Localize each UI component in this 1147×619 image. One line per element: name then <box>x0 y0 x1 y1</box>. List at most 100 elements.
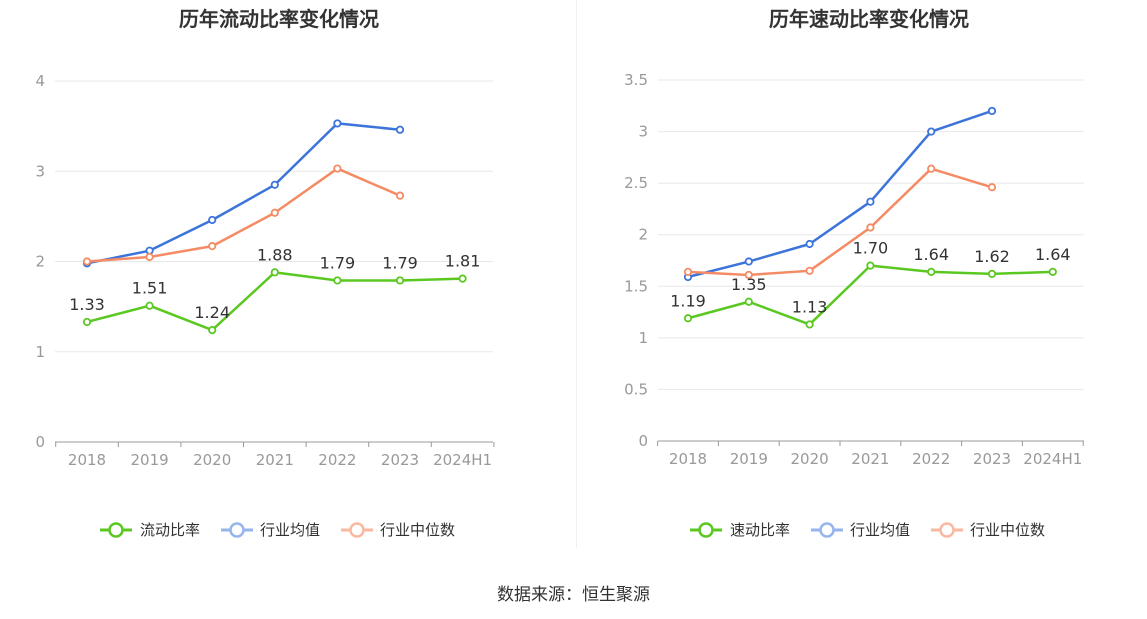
legend-marker-median <box>349 522 365 538</box>
data-point-main <box>1048 267 1057 276</box>
data-point-main <box>744 297 753 306</box>
legend-label-median: 行业中位数 <box>380 521 455 539</box>
y-tick-label: 3 <box>638 123 648 141</box>
x-tick-label: 2024H1 <box>433 451 492 469</box>
current-ratio-chart: 历年流动比率变化情况 0 1 2 3 4 2018 2019 2020 2021 2022 2023 2… <box>35 7 495 539</box>
data-label: 1.79 <box>320 253 356 272</box>
data-point-main <box>145 301 154 310</box>
x-tick-label: 2024H1 <box>1023 450 1082 468</box>
data-point-main <box>927 267 936 276</box>
y-tick-label: 2 <box>35 253 45 271</box>
data-point-avg <box>927 127 936 136</box>
legend-marker-main <box>698 522 714 538</box>
data-point-median <box>270 208 279 217</box>
current-ratio-chart-panel: 历年流动比率变化情况 0 1 2 3 4 2018 2019 2020 2021 2022 2023 2… <box>0 0 573 560</box>
legend-marker-avg <box>229 522 245 538</box>
data-point-avg <box>270 180 279 189</box>
data-point-main <box>333 276 342 285</box>
data-point-avg <box>987 106 997 116</box>
x-tick-label: 2021 <box>256 451 294 469</box>
data-point-avg <box>744 257 753 266</box>
data-point-median <box>744 270 753 280</box>
legend-marker-median <box>939 522 955 538</box>
data-point-main <box>683 314 693 323</box>
data-label: 1.24 <box>194 303 230 322</box>
data-label: 1.13 <box>792 297 828 316</box>
y-tick-label: 3 <box>35 162 45 180</box>
data-label: 1.81 <box>445 252 481 271</box>
legend-label-main: 流动比率 <box>140 521 200 539</box>
data-point-median <box>145 252 154 262</box>
data-label: 1.35 <box>731 275 767 294</box>
data-point-main <box>987 269 997 279</box>
data-label: 1.51 <box>132 279 168 298</box>
data-point-main <box>208 325 217 335</box>
data-label: 1.70 <box>853 239 889 258</box>
series-line-avg <box>687 109 993 279</box>
x-tick-label: 2018 <box>68 451 106 469</box>
data-point-median <box>333 164 342 173</box>
data-point-main <box>458 274 467 283</box>
legend-label-avg: 行业均值 <box>850 521 910 539</box>
data-point-main <box>82 317 92 327</box>
data-point-median <box>208 242 217 251</box>
y-tick-label: 0.5 <box>624 380 648 398</box>
data-label: 1.19 <box>670 291 706 310</box>
y-tick-label: 1 <box>638 329 648 347</box>
data-label: 1.79 <box>382 253 418 272</box>
series-line-median <box>687 167 993 277</box>
series-line-median <box>86 167 401 263</box>
chart-title: 历年速动比率变化情况 <box>769 7 969 31</box>
x-tick-label: 2021 <box>851 450 889 468</box>
legend-label-median: 行业中位数 <box>970 521 1045 539</box>
legend-label-avg: 行业均值 <box>260 521 320 539</box>
data-point-main <box>866 261 875 270</box>
x-tick-label: 2020 <box>193 451 231 469</box>
data-point-median <box>927 164 936 173</box>
x-tick-label: 2023 <box>381 451 419 469</box>
x-tick-label: 2022 <box>318 451 356 469</box>
data-label: 1.64 <box>1035 245 1071 264</box>
data-point-median <box>987 183 997 192</box>
x-tick-label: 2019 <box>131 451 169 469</box>
data-point-avg <box>805 239 814 249</box>
y-tick-label: 4 <box>35 72 45 90</box>
data-point-median <box>683 267 693 276</box>
legend-label-main: 速动比率 <box>730 521 790 539</box>
data-point-median <box>395 191 405 200</box>
data-label: 1.64 <box>913 245 949 264</box>
data-point-median <box>866 223 875 232</box>
x-tick-label: 2018 <box>669 450 707 468</box>
data-point-median <box>805 266 814 275</box>
data-point-avg <box>395 125 405 134</box>
quick-ratio-chart-panel: 历年速动比率变化情况 0 0.5 1 1.5 2 2.5 3 3.5 2018 2019 2020 20… <box>574 0 1147 560</box>
y-tick-label: 0 <box>638 432 648 450</box>
y-tick-label: 1.5 <box>624 277 648 295</box>
y-tick-label: 1 <box>35 343 45 361</box>
data-point-avg <box>333 119 342 128</box>
panel-divider <box>576 0 577 548</box>
x-tick-label: 2023 <box>973 450 1011 468</box>
data-source-note: 数据来源：恒生聚源 <box>497 585 650 605</box>
data-point-avg <box>866 197 875 206</box>
y-tick-label: 0 <box>35 433 45 451</box>
data-point-main <box>395 276 405 285</box>
x-tick-label: 2019 <box>730 450 768 468</box>
data-point-main <box>270 268 279 277</box>
data-point-avg <box>208 215 217 225</box>
data-label: 1.33 <box>69 295 105 314</box>
data-point-median <box>82 257 92 266</box>
y-tick-label: 2 <box>638 226 648 244</box>
y-tick-label: 3.5 <box>624 71 648 89</box>
data-point-main <box>805 320 814 329</box>
legend-marker-main <box>108 522 124 538</box>
chart-title: 历年流动比率变化情况 <box>179 7 379 31</box>
series-line-avg <box>86 122 401 265</box>
data-label: 1.62 <box>974 247 1010 266</box>
legend-marker-avg <box>819 522 835 538</box>
x-tick-label: 2022 <box>912 450 950 468</box>
data-label: 1.88 <box>257 245 293 264</box>
y-tick-label: 2.5 <box>624 174 648 192</box>
x-tick-label: 2020 <box>791 450 829 468</box>
quick-ratio-chart: 历年速动比率变化情况 0 0.5 1 1.5 2 2.5 3 3.5 2018 2019 2020 20… <box>624 7 1084 539</box>
